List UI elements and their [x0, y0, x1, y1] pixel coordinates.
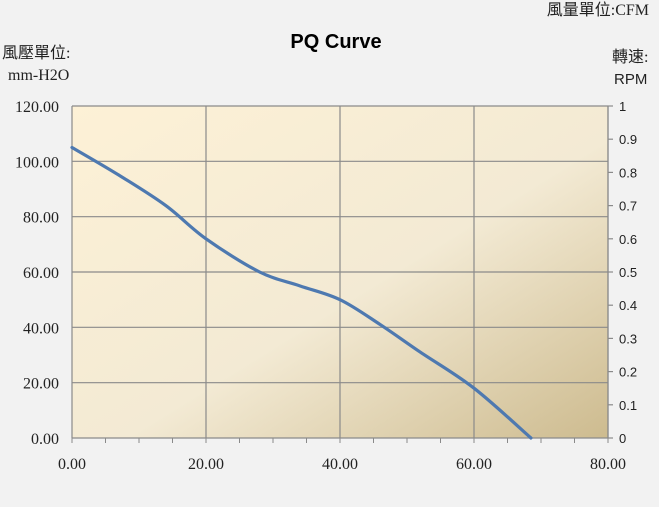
x-tick-label: 40.00	[322, 456, 358, 473]
y-tick-label: 80.00	[23, 210, 59, 227]
grid-lines	[71, 105, 613, 443]
y-tick-label: 20.00	[23, 376, 59, 393]
x-unit-label: 風量單位:CFM	[547, 1, 649, 19]
y-right-label-line2: RPM	[614, 71, 647, 88]
y-right-label-line1: 轉速:	[612, 48, 648, 66]
y2-tick-label: 0.1	[619, 398, 637, 413]
y2-tick-label: 0.2	[619, 365, 637, 380]
y2-tick-label: 0.8	[619, 165, 637, 180]
y2-tick-label: 0.9	[619, 132, 637, 147]
x-tick-label: 80.00	[590, 456, 626, 473]
y-tick-label: 60.00	[23, 265, 59, 282]
y2-tick-label: 0	[619, 431, 626, 446]
y-tick-label: 120.00	[15, 99, 59, 116]
pq-curve-line	[70, 145, 533, 440]
tick-labels: 0.00 20.00 40.00 60.00 80.00 0.00 20.00 40.00 60…	[15, 99, 637, 473]
y-left-label-line2: mm-H2O	[8, 67, 69, 84]
y-tick-label: 0.00	[31, 431, 59, 448]
y2-tick-label: 0.3	[619, 331, 637, 346]
x-tick-label: 60.00	[456, 456, 492, 473]
series-layer	[70, 145, 533, 440]
y-left-label-line1: 風壓單位:	[2, 44, 70, 62]
y2-tick-label: 0.4	[619, 298, 637, 313]
chart-title: PQ Curve	[290, 31, 381, 53]
y-tick-label: 40.00	[23, 320, 59, 337]
y2-tick-label: 1	[619, 99, 626, 114]
x-tick-label: 20.00	[188, 456, 224, 473]
y2-tick-label: 0.5	[619, 265, 637, 280]
y2-tick-label: 0.6	[619, 232, 637, 247]
y-tick-label: 100.00	[15, 154, 59, 171]
y2-tick-label: 0.7	[619, 199, 637, 214]
x-tick-label: 0.00	[58, 456, 86, 473]
